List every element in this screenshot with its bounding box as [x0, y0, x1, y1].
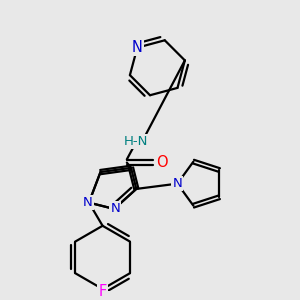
Text: N: N — [83, 196, 93, 209]
Text: N: N — [110, 202, 120, 215]
Text: H-N: H-N — [124, 135, 148, 148]
Text: N: N — [132, 40, 143, 55]
Text: N: N — [172, 177, 182, 190]
Text: F: F — [98, 284, 107, 298]
Text: O: O — [156, 155, 167, 170]
